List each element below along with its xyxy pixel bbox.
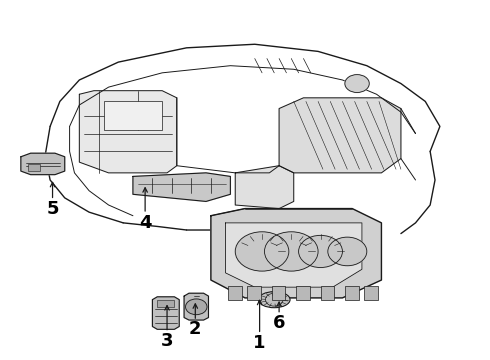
Bar	[296, 286, 310, 300]
Polygon shape	[79, 91, 177, 173]
Bar	[272, 286, 286, 300]
Bar	[228, 286, 242, 300]
Bar	[28, 164, 40, 171]
Bar	[365, 286, 378, 300]
Circle shape	[265, 232, 318, 271]
Text: 2: 2	[189, 320, 201, 338]
Text: 4: 4	[139, 214, 151, 232]
Bar	[104, 102, 162, 130]
Circle shape	[298, 235, 343, 267]
Circle shape	[186, 299, 207, 315]
Text: 3: 3	[161, 332, 173, 350]
Circle shape	[235, 232, 289, 271]
Polygon shape	[279, 98, 401, 173]
Ellipse shape	[258, 292, 290, 308]
Polygon shape	[133, 173, 230, 202]
Polygon shape	[21, 153, 65, 175]
Polygon shape	[211, 208, 381, 298]
Text: 6: 6	[273, 314, 285, 332]
Text: 5: 5	[46, 199, 59, 217]
Bar	[247, 286, 261, 300]
Circle shape	[328, 237, 367, 266]
Polygon shape	[184, 293, 208, 320]
Bar	[345, 286, 359, 300]
Polygon shape	[235, 166, 294, 208]
Bar	[157, 300, 174, 307]
Polygon shape	[152, 297, 179, 329]
Text: 1: 1	[253, 333, 266, 351]
Bar	[320, 286, 334, 300]
Polygon shape	[225, 223, 362, 287]
Circle shape	[345, 75, 369, 93]
